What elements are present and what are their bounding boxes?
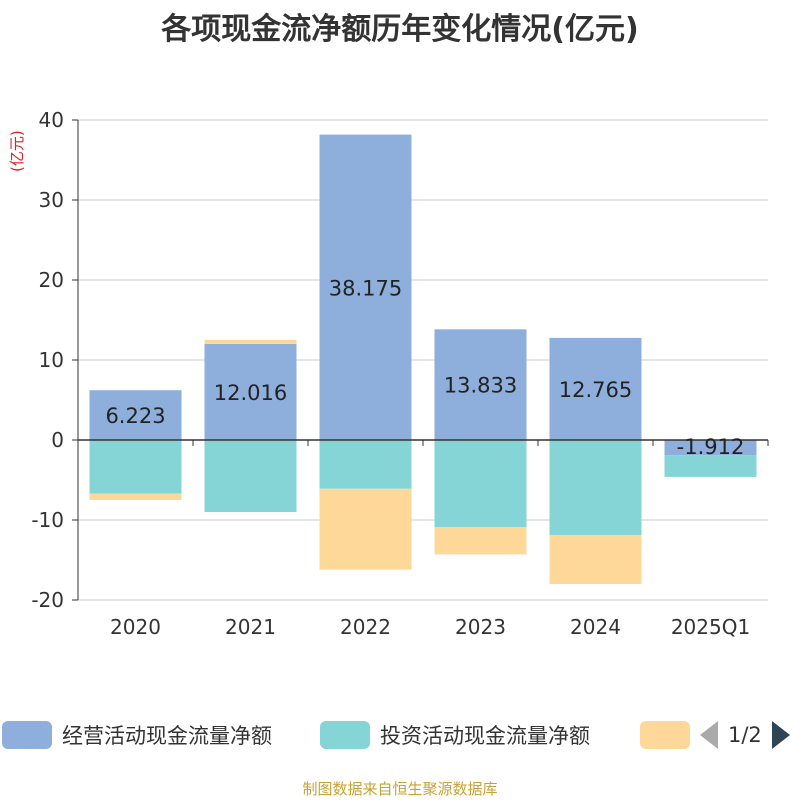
legend-swatch-third bbox=[640, 721, 690, 749]
bar-series1-2022 bbox=[319, 134, 412, 440]
legend-swatch-investing bbox=[320, 721, 370, 749]
y-tick-label: 40 bbox=[39, 108, 64, 132]
data-label-2022: 38.175 bbox=[329, 276, 402, 300]
bar-series1-2023 bbox=[434, 329, 527, 440]
legend-label-investing: 投资活动现金流量净额 bbox=[380, 724, 590, 748]
bar-series2-2022 bbox=[319, 440, 412, 489]
source-footer: 制图数据来自恒生聚源数据库 bbox=[302, 780, 498, 798]
bar-series2-2021 bbox=[204, 440, 297, 512]
x-tick-label: 2020 bbox=[110, 615, 161, 639]
axes: -20 -10 0 10 20 30 40 2020 2021 2022 2023 2024 2025Q… bbox=[31, 108, 769, 639]
bar-series2-2020 bbox=[89, 440, 182, 494]
bar-series3-2023 bbox=[434, 527, 527, 555]
data-label-2020: 6.223 bbox=[105, 404, 165, 428]
bar-series2-2025Q1 bbox=[664, 455, 757, 477]
x-tick-label: 2024 bbox=[570, 615, 621, 639]
legend-prev-page-icon[interactable] bbox=[700, 721, 718, 749]
x-tick-label: 2023 bbox=[455, 615, 506, 639]
grid-lines bbox=[78, 119, 768, 601]
y-tick-label: 20 bbox=[39, 268, 64, 292]
legend-pager: 1/2 bbox=[700, 715, 790, 755]
bar-series3-2024 bbox=[549, 535, 642, 584]
bar-series1-2024 bbox=[549, 337, 642, 440]
bar-series3-2021 bbox=[204, 339, 297, 344]
bar-series3-2020 bbox=[89, 493, 182, 500]
x-tick-label: 2025Q1 bbox=[671, 615, 750, 639]
x-tick-label: 2022 bbox=[340, 615, 391, 639]
bar-series2-2023 bbox=[434, 440, 527, 528]
x-tick-label: 2021 bbox=[225, 615, 276, 639]
legend-item-investing[interactable]: 投资活动现金流量净额 bbox=[320, 715, 590, 755]
data-label-2021: 12.016 bbox=[214, 381, 287, 405]
data-label-2024: 12.765 bbox=[559, 378, 632, 402]
y-tick-label: -10 bbox=[31, 508, 64, 532]
bar-series1-2025Q1 bbox=[664, 440, 757, 456]
y-tick-label: 10 bbox=[39, 348, 64, 372]
legend-swatch-operating bbox=[2, 721, 52, 749]
y-tick-label: 0 bbox=[51, 428, 64, 452]
data-label-2025Q1: -1.912 bbox=[677, 435, 745, 459]
legend-label-operating: 经营活动现金流量净额 bbox=[62, 724, 272, 748]
legend: 经营活动现金流量净额 投资活动现金流量净额 1/2 bbox=[0, 715, 800, 755]
y-axis-unit-label: (亿元) bbox=[8, 130, 26, 172]
legend-next-page-icon[interactable] bbox=[771, 721, 790, 749]
chart-title: 各项现金流净额历年变化情况(亿元) bbox=[161, 12, 639, 47]
data-label-2023: 13.833 bbox=[444, 374, 517, 398]
y-tick-label: 30 bbox=[39, 188, 64, 212]
data-labels: 6.223 12.016 38.175 13.833 12.765 -1.912 bbox=[105, 276, 744, 459]
bar-series1-2021 bbox=[204, 343, 297, 440]
bar-series1-2020 bbox=[89, 390, 182, 440]
bar-series2-2024 bbox=[549, 440, 642, 536]
bars bbox=[89, 134, 757, 584]
legend-item-third[interactable] bbox=[640, 715, 700, 755]
y-tick-label: -20 bbox=[31, 588, 64, 612]
legend-item-operating[interactable]: 经营活动现金流量净额 bbox=[2, 715, 272, 755]
bar-series3-2022 bbox=[319, 488, 412, 570]
legend-page-indicator: 1/2 bbox=[728, 723, 762, 747]
